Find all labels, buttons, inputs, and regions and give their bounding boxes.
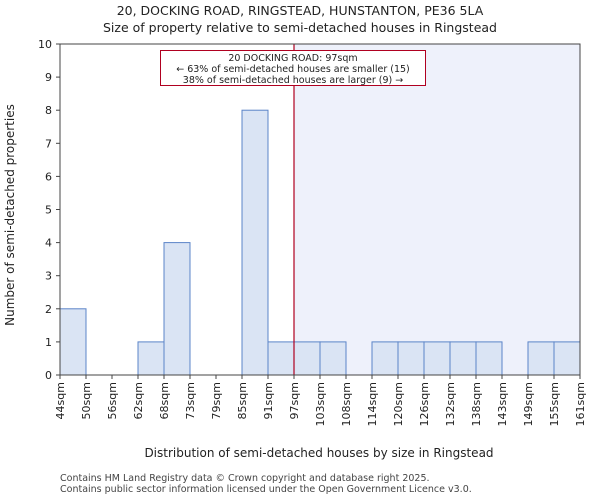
- bar-68sqm: [163, 242, 191, 376]
- footer-line-2: Contains public sector information licen…: [60, 484, 472, 495]
- property-annotation: 20 DOCKING ROAD: 97sqm ← 63% of semi-det…: [160, 50, 426, 86]
- y-tick-label: 4: [45, 237, 52, 250]
- annotation-line-2: ← 63% of semi-detached houses are smalle…: [176, 64, 410, 75]
- y-tick-label: 9: [45, 71, 52, 84]
- bar-85sqm: [241, 109, 269, 376]
- footer-line-1: Contains HM Land Registry data © Crown c…: [60, 473, 430, 484]
- y-tick-label: 1: [45, 336, 52, 349]
- chart-subtitle: Size of property relative to semi-detach…: [103, 20, 497, 35]
- bar-97sqm: [293, 341, 321, 376]
- x-tick-label: 126sqm: [418, 382, 431, 426]
- y-tick-label: 7: [45, 137, 52, 150]
- x-tick-label: 155sqm: [548, 382, 561, 426]
- bar-138sqm: [475, 341, 503, 376]
- x-tick-label: 97sqm: [288, 382, 301, 419]
- bar-44sqm: [59, 308, 87, 376]
- y-tick-label: 3: [45, 270, 52, 283]
- x-tick-label: 149sqm: [522, 382, 535, 426]
- y-tick-label: 2: [45, 303, 52, 316]
- bar-126sqm: [423, 341, 451, 376]
- y-tick-label: 6: [45, 170, 52, 183]
- x-tick-label: 62sqm: [132, 382, 145, 419]
- x-tick-label: 85sqm: [236, 382, 249, 419]
- x-tick-label: 108sqm: [340, 382, 353, 426]
- bar-120sqm: [397, 341, 425, 376]
- x-tick-label: 68sqm: [158, 382, 171, 419]
- larger-region-highlight: [294, 44, 580, 375]
- x-tick-label: 132sqm: [444, 382, 457, 426]
- x-axis-label: Distribution of semi-detached houses by …: [144, 446, 493, 460]
- bar-62sqm: [137, 341, 165, 376]
- bar-155sqm: [553, 341, 581, 376]
- annotation-line-1: 20 DOCKING ROAD: 97sqm: [228, 53, 358, 64]
- chart-title: 20, DOCKING ROAD, RINGSTEAD, HUNSTANTON,…: [116, 3, 484, 18]
- bar-91sqm: [267, 341, 295, 376]
- x-tick-label: 138sqm: [470, 382, 483, 426]
- x-tick-label: 56sqm: [106, 382, 119, 419]
- bar-149sqm: [527, 341, 555, 376]
- x-tick-label: 143sqm: [496, 382, 509, 426]
- annotation-line-3: 38% of semi-detached houses are larger (…: [182, 75, 404, 86]
- y-tick-label: 0: [45, 369, 52, 382]
- y-tick-label: 10: [38, 38, 52, 51]
- y-tick-label: 5: [45, 204, 52, 217]
- x-tick-label: 91sqm: [262, 382, 275, 419]
- bar-114sqm: [371, 341, 399, 376]
- y-tick-label: 8: [45, 104, 52, 117]
- y-axis-label: Number of semi-detached properties: [3, 104, 17, 326]
- x-tick-label: 161sqm: [574, 382, 587, 426]
- x-tick-label: 73sqm: [184, 382, 197, 419]
- x-tick-label: 50sqm: [80, 382, 93, 419]
- x-tick-label: 120sqm: [392, 382, 405, 426]
- bar-132sqm: [449, 341, 477, 376]
- x-tick-label: 79sqm: [210, 382, 223, 419]
- x-tick-label: 103sqm: [314, 382, 327, 426]
- x-tick-label: 44sqm: [54, 382, 67, 419]
- x-tick-label: 114sqm: [366, 382, 379, 426]
- bar-103sqm: [319, 341, 347, 376]
